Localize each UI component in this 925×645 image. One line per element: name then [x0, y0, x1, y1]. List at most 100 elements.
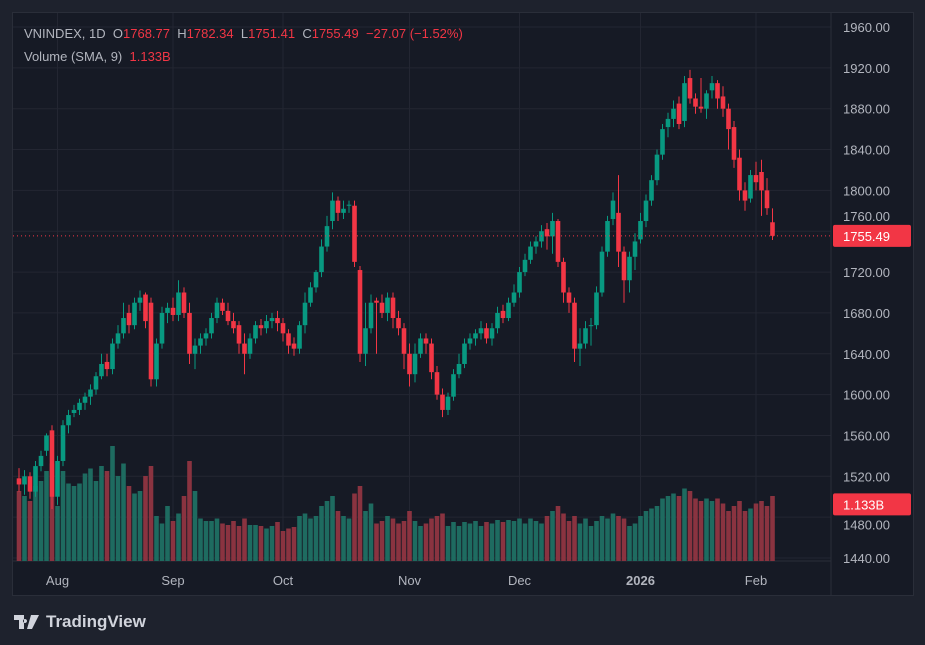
- candle-body: [407, 353, 412, 375]
- candle-body: [759, 172, 764, 191]
- candle-body: [121, 318, 126, 334]
- volume-bar: [154, 516, 159, 561]
- volume-bar: [511, 521, 517, 561]
- candle-body: [764, 190, 770, 209]
- volume-bar: [709, 501, 715, 561]
- candle-body: [715, 83, 720, 99]
- candle-body: [550, 221, 555, 237]
- y-tick-label: 1720.00: [843, 265, 890, 280]
- volume-bar: [451, 522, 456, 561]
- tradingview-logo[interactable]: TradingView: [14, 612, 146, 632]
- candle-body: [143, 294, 148, 322]
- open-value: 1768.77: [123, 26, 170, 41]
- candle-body: [423, 338, 429, 344]
- volume-bar: [357, 486, 363, 561]
- candle-body: [495, 312, 500, 329]
- volume-bar: [528, 518, 533, 561]
- candle-body: [33, 466, 38, 492]
- volume-bar: [165, 506, 170, 561]
- change-value: −27.07 (−1.52%): [365, 26, 463, 41]
- candle-body: [231, 321, 236, 329]
- volume-bar: [264, 528, 269, 561]
- candle-body: [500, 310, 506, 319]
- y-tick-label: 1520.00: [843, 469, 890, 484]
- volume-bar: [401, 521, 407, 561]
- volume-bar: [220, 523, 225, 561]
- candle-body: [132, 302, 137, 326]
- volume-bar: [577, 523, 583, 561]
- volume-bar: [544, 516, 550, 561]
- volume-bar: [236, 526, 242, 561]
- volume-bar: [737, 501, 742, 561]
- volume-bar: [654, 506, 660, 561]
- volume-bar: [363, 511, 368, 561]
- candle-body: [665, 118, 671, 128]
- candle-body: [506, 302, 511, 319]
- volume-bar: [412, 521, 418, 561]
- close-label: C: [302, 26, 312, 41]
- candle-body: [649, 180, 654, 201]
- candle-body: [528, 246, 533, 260]
- volume-bar: [753, 503, 759, 561]
- candle-body: [66, 415, 71, 426]
- volume-bar: [319, 506, 324, 561]
- candle-body: [247, 338, 253, 354]
- volume-bar: [198, 518, 203, 561]
- candle-body: [594, 292, 599, 326]
- volume-bar: [66, 483, 71, 561]
- volume-value: 1.133B: [129, 49, 171, 64]
- candle-body: [148, 302, 154, 380]
- y-tick-label: 1960.00: [843, 20, 890, 35]
- volume-badge-label: 1.133B: [843, 497, 884, 512]
- candle-body: [522, 259, 528, 273]
- volume-bar: [396, 523, 401, 561]
- volume-bar: [82, 473, 88, 561]
- volume-bar: [302, 513, 308, 561]
- candle-body: [731, 127, 737, 160]
- low-value: 1751.41: [248, 26, 296, 41]
- volume-bar: [489, 523, 495, 561]
- y-tick-label: 1640.00: [843, 347, 890, 362]
- volume-bar: [99, 466, 104, 561]
- volume-bar: [539, 523, 544, 561]
- volume-bar: [143, 476, 148, 561]
- volume-bar: [643, 511, 649, 561]
- volume-bar: [71, 486, 77, 561]
- volume-bar: [770, 496, 775, 561]
- candle-body: [88, 389, 93, 397]
- volume-bar: [478, 526, 484, 561]
- y-tick-label: 1600.00: [843, 388, 890, 403]
- volume-bar: [225, 525, 231, 561]
- candle-body: [671, 108, 676, 119]
- candle-body: [269, 318, 275, 322]
- volume-bar: [550, 511, 555, 561]
- candle-body: [627, 256, 632, 281]
- volume-bar: [742, 511, 748, 561]
- volume-bar: [203, 521, 209, 561]
- candle-body: [275, 318, 280, 324]
- candle-body: [341, 208, 346, 213]
- volume-bar: [214, 518, 220, 561]
- candle-body: [27, 476, 33, 492]
- volume-bar: [121, 463, 126, 561]
- candlestick-chart[interactable]: 1960.00 1920.00 1880.00 1840.00 1800.00 1760.…: [13, 13, 913, 595]
- candle-body: [583, 328, 588, 344]
- candle-body: [440, 394, 445, 410]
- volume-bar: [385, 516, 390, 561]
- candle-body: [335, 200, 341, 213]
- candle-body: [720, 96, 726, 109]
- x-tick-label: Aug: [46, 573, 69, 588]
- candle-body: [357, 270, 363, 354]
- volume-bar: [297, 516, 302, 561]
- candle-body: [170, 307, 176, 315]
- volume-bar: [330, 496, 335, 561]
- candle-body: [110, 343, 115, 370]
- candle-body: [313, 272, 319, 288]
- candle-body: [154, 343, 159, 380]
- candle-body: [286, 333, 291, 346]
- volume-bar: [341, 516, 346, 561]
- volume-bar: [132, 493, 137, 561]
- volume-bar: [170, 521, 176, 561]
- volume-bar: [22, 496, 27, 561]
- volume-bar: [275, 522, 280, 561]
